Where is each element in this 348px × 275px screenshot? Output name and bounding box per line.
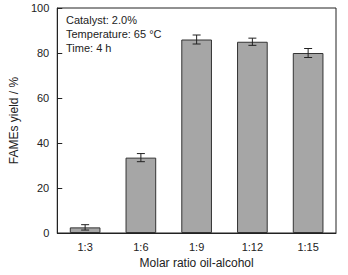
svg-text:Molar ratio oil-alcohol: Molar ratio oil-alcohol	[140, 256, 254, 270]
svg-text:1:9: 1:9	[189, 241, 204, 253]
svg-text:Time: 4 h: Time: 4 h	[66, 42, 111, 54]
svg-text:1:15: 1:15	[297, 241, 318, 253]
svg-text:FAMEs yield / %: FAMEs yield / %	[7, 76, 21, 164]
svg-text:20: 20	[37, 182, 49, 194]
svg-text:Temperature: 65 °C: Temperature: 65 °C	[66, 28, 162, 40]
svg-text:Catalyst: 2.0%: Catalyst: 2.0%	[66, 14, 137, 26]
svg-text:1:6: 1:6	[133, 241, 148, 253]
svg-text:1:3: 1:3	[77, 241, 92, 253]
svg-text:0: 0	[43, 227, 49, 239]
svg-text:1:12: 1:12	[242, 241, 263, 253]
svg-text:80: 80	[37, 47, 49, 59]
svg-text:40: 40	[37, 137, 49, 149]
svg-text:60: 60	[37, 92, 49, 104]
svg-text:100: 100	[31, 2, 49, 14]
